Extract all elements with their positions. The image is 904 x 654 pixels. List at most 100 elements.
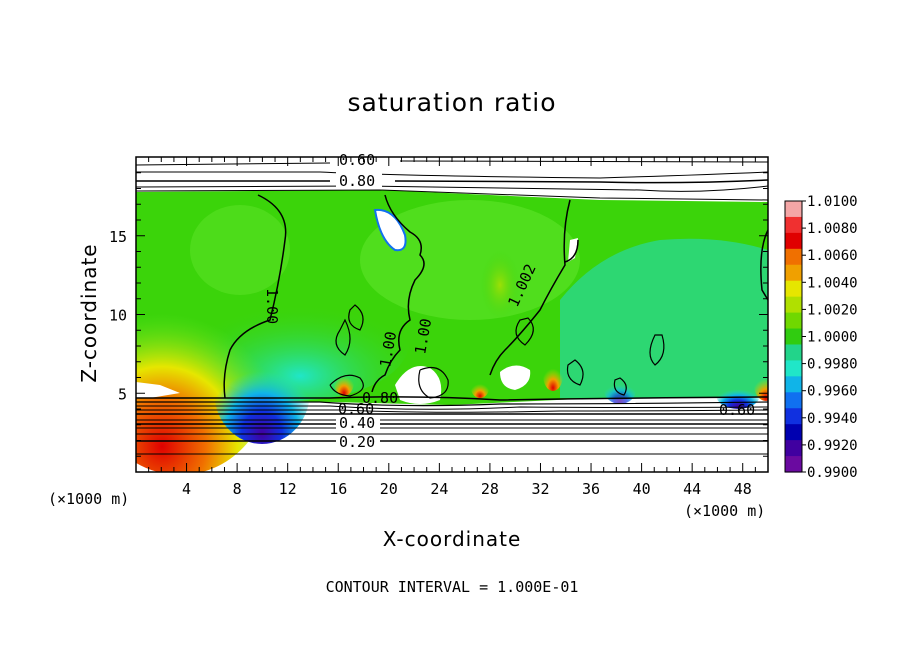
contour-line	[136, 401, 768, 407]
colorbar-swatch	[785, 248, 802, 266]
contour-line	[136, 160, 768, 166]
contour-line	[566, 359, 584, 386]
white-gap	[568, 238, 578, 262]
x-tick-label: 36	[582, 480, 600, 498]
contour-line	[136, 189, 768, 201]
colorbar-swatch	[785, 312, 802, 330]
colorbar-tick-label: 1.0040	[807, 275, 858, 291]
contour-label: 0.60	[339, 151, 375, 169]
colorbar-swatch	[785, 392, 802, 409]
contour-label: 1.00	[263, 288, 281, 324]
colorbar-swatch	[785, 360, 802, 377]
x-tick-label: 32	[531, 480, 549, 498]
y-axis-label: Z-coordinate	[77, 243, 101, 382]
y-tick-label: 5	[118, 385, 127, 403]
colorbar-tick-label: 0.9900	[807, 465, 858, 481]
contour-line	[136, 171, 768, 179]
colorbar-tick-label: 1.0100	[807, 194, 858, 210]
colorbar-tick-label: 1.0080	[807, 221, 858, 237]
blue-minimum-small	[604, 376, 636, 404]
x-tick-label: 20	[380, 480, 398, 498]
colorbar-tick-label: 1.0000	[807, 330, 858, 346]
contour-line	[136, 396, 768, 401]
x-tick-label: 24	[430, 480, 448, 498]
colorbar-tick-label: 0.9940	[807, 411, 858, 427]
field-cyan-region	[560, 238, 768, 398]
contour-label-bg	[336, 152, 382, 168]
field-light-patch	[190, 205, 290, 295]
z-unit-label: (×1000 m)	[48, 490, 129, 508]
colorbar-tick-label: 0.9920	[807, 438, 858, 454]
contour-line	[329, 374, 364, 397]
contour-line	[515, 317, 534, 346]
contour-label: 1.00	[376, 330, 400, 369]
contour-line	[335, 318, 351, 356]
red-spot	[754, 369, 768, 401]
colorbar-swatch	[785, 216, 802, 234]
contour-line	[223, 194, 287, 399]
contour-label-bg	[336, 416, 380, 430]
contour-label: 0.80	[339, 172, 375, 190]
x-tick-label: 16	[329, 480, 347, 498]
contour-line	[136, 185, 768, 192]
colorbar-swatch	[785, 424, 802, 441]
colorbar-tick-label: 0.9980	[807, 357, 858, 373]
contour-label: 0.60	[338, 400, 374, 418]
blue-minimum	[214, 340, 310, 444]
colorbar-swatch	[785, 344, 802, 362]
colorbar: 1.0100 1.0080 1.0060 1.0040 1.0020 1.0000 0.99…	[784, 194, 858, 481]
x-unit-label: (×1000 m)	[684, 502, 765, 520]
contour-line	[418, 367, 449, 399]
field-light-patch	[360, 200, 580, 320]
colorbar-swatch	[785, 328, 802, 346]
x-tick-label: 8	[233, 480, 242, 498]
x-tick-label: 4	[182, 480, 191, 498]
red-spot	[543, 359, 563, 391]
contour-line	[348, 304, 364, 331]
x-tick-label: 40	[633, 480, 651, 498]
contour-line	[649, 334, 665, 366]
contour-label: 0.80	[362, 389, 398, 407]
colorbar-tick-label: 1.0060	[807, 248, 858, 264]
white-gap	[500, 365, 531, 390]
contour-label: 1.00	[411, 317, 435, 356]
colorbar-swatch	[785, 296, 802, 314]
colorbar-swatch	[785, 408, 802, 425]
y-tick-label: 10	[109, 307, 127, 325]
contour-line	[136, 409, 768, 413]
colorbar-tick-label: 0.9960	[807, 384, 858, 400]
contour-line	[489, 199, 571, 376]
field-yellow-patch	[480, 250, 520, 320]
contour-label-bg	[336, 435, 380, 449]
contour-label: 0.60	[719, 401, 755, 419]
contour-line	[136, 179, 768, 184]
y-tick-label: 15	[109, 228, 127, 246]
saturation-field	[136, 190, 768, 472]
x-tick-label: 28	[481, 480, 499, 498]
colorbar-swatch	[785, 201, 802, 218]
colorbar-swatch	[785, 264, 802, 282]
contour-label: 0.20	[339, 433, 375, 451]
contour-line	[564, 239, 579, 263]
colorbar-tick-label: 1.0020	[807, 302, 858, 318]
contour-label-bg	[336, 172, 382, 188]
colorbar-swatch	[785, 456, 802, 473]
colorbar-swatch	[785, 280, 802, 298]
white-gap	[373, 208, 407, 252]
contour-line	[613, 377, 627, 396]
red-spot	[471, 378, 489, 398]
contour-label: 0.40	[339, 414, 375, 432]
contour-interval-note: CONTOUR INTERVAL = 1.000E-01	[325, 578, 579, 596]
x-axis-label: X-coordinate	[383, 527, 522, 551]
contour-line	[371, 194, 425, 393]
colorbar-swatch	[785, 376, 802, 393]
colorbar-swatch	[785, 440, 802, 457]
x-tick-label: 48	[734, 480, 752, 498]
chart-title: saturation ratio	[347, 88, 557, 117]
x-tick-label: 44	[683, 480, 701, 498]
white-gap	[136, 382, 180, 398]
colorbar-swatch	[785, 232, 802, 250]
white-gap	[395, 366, 442, 404]
